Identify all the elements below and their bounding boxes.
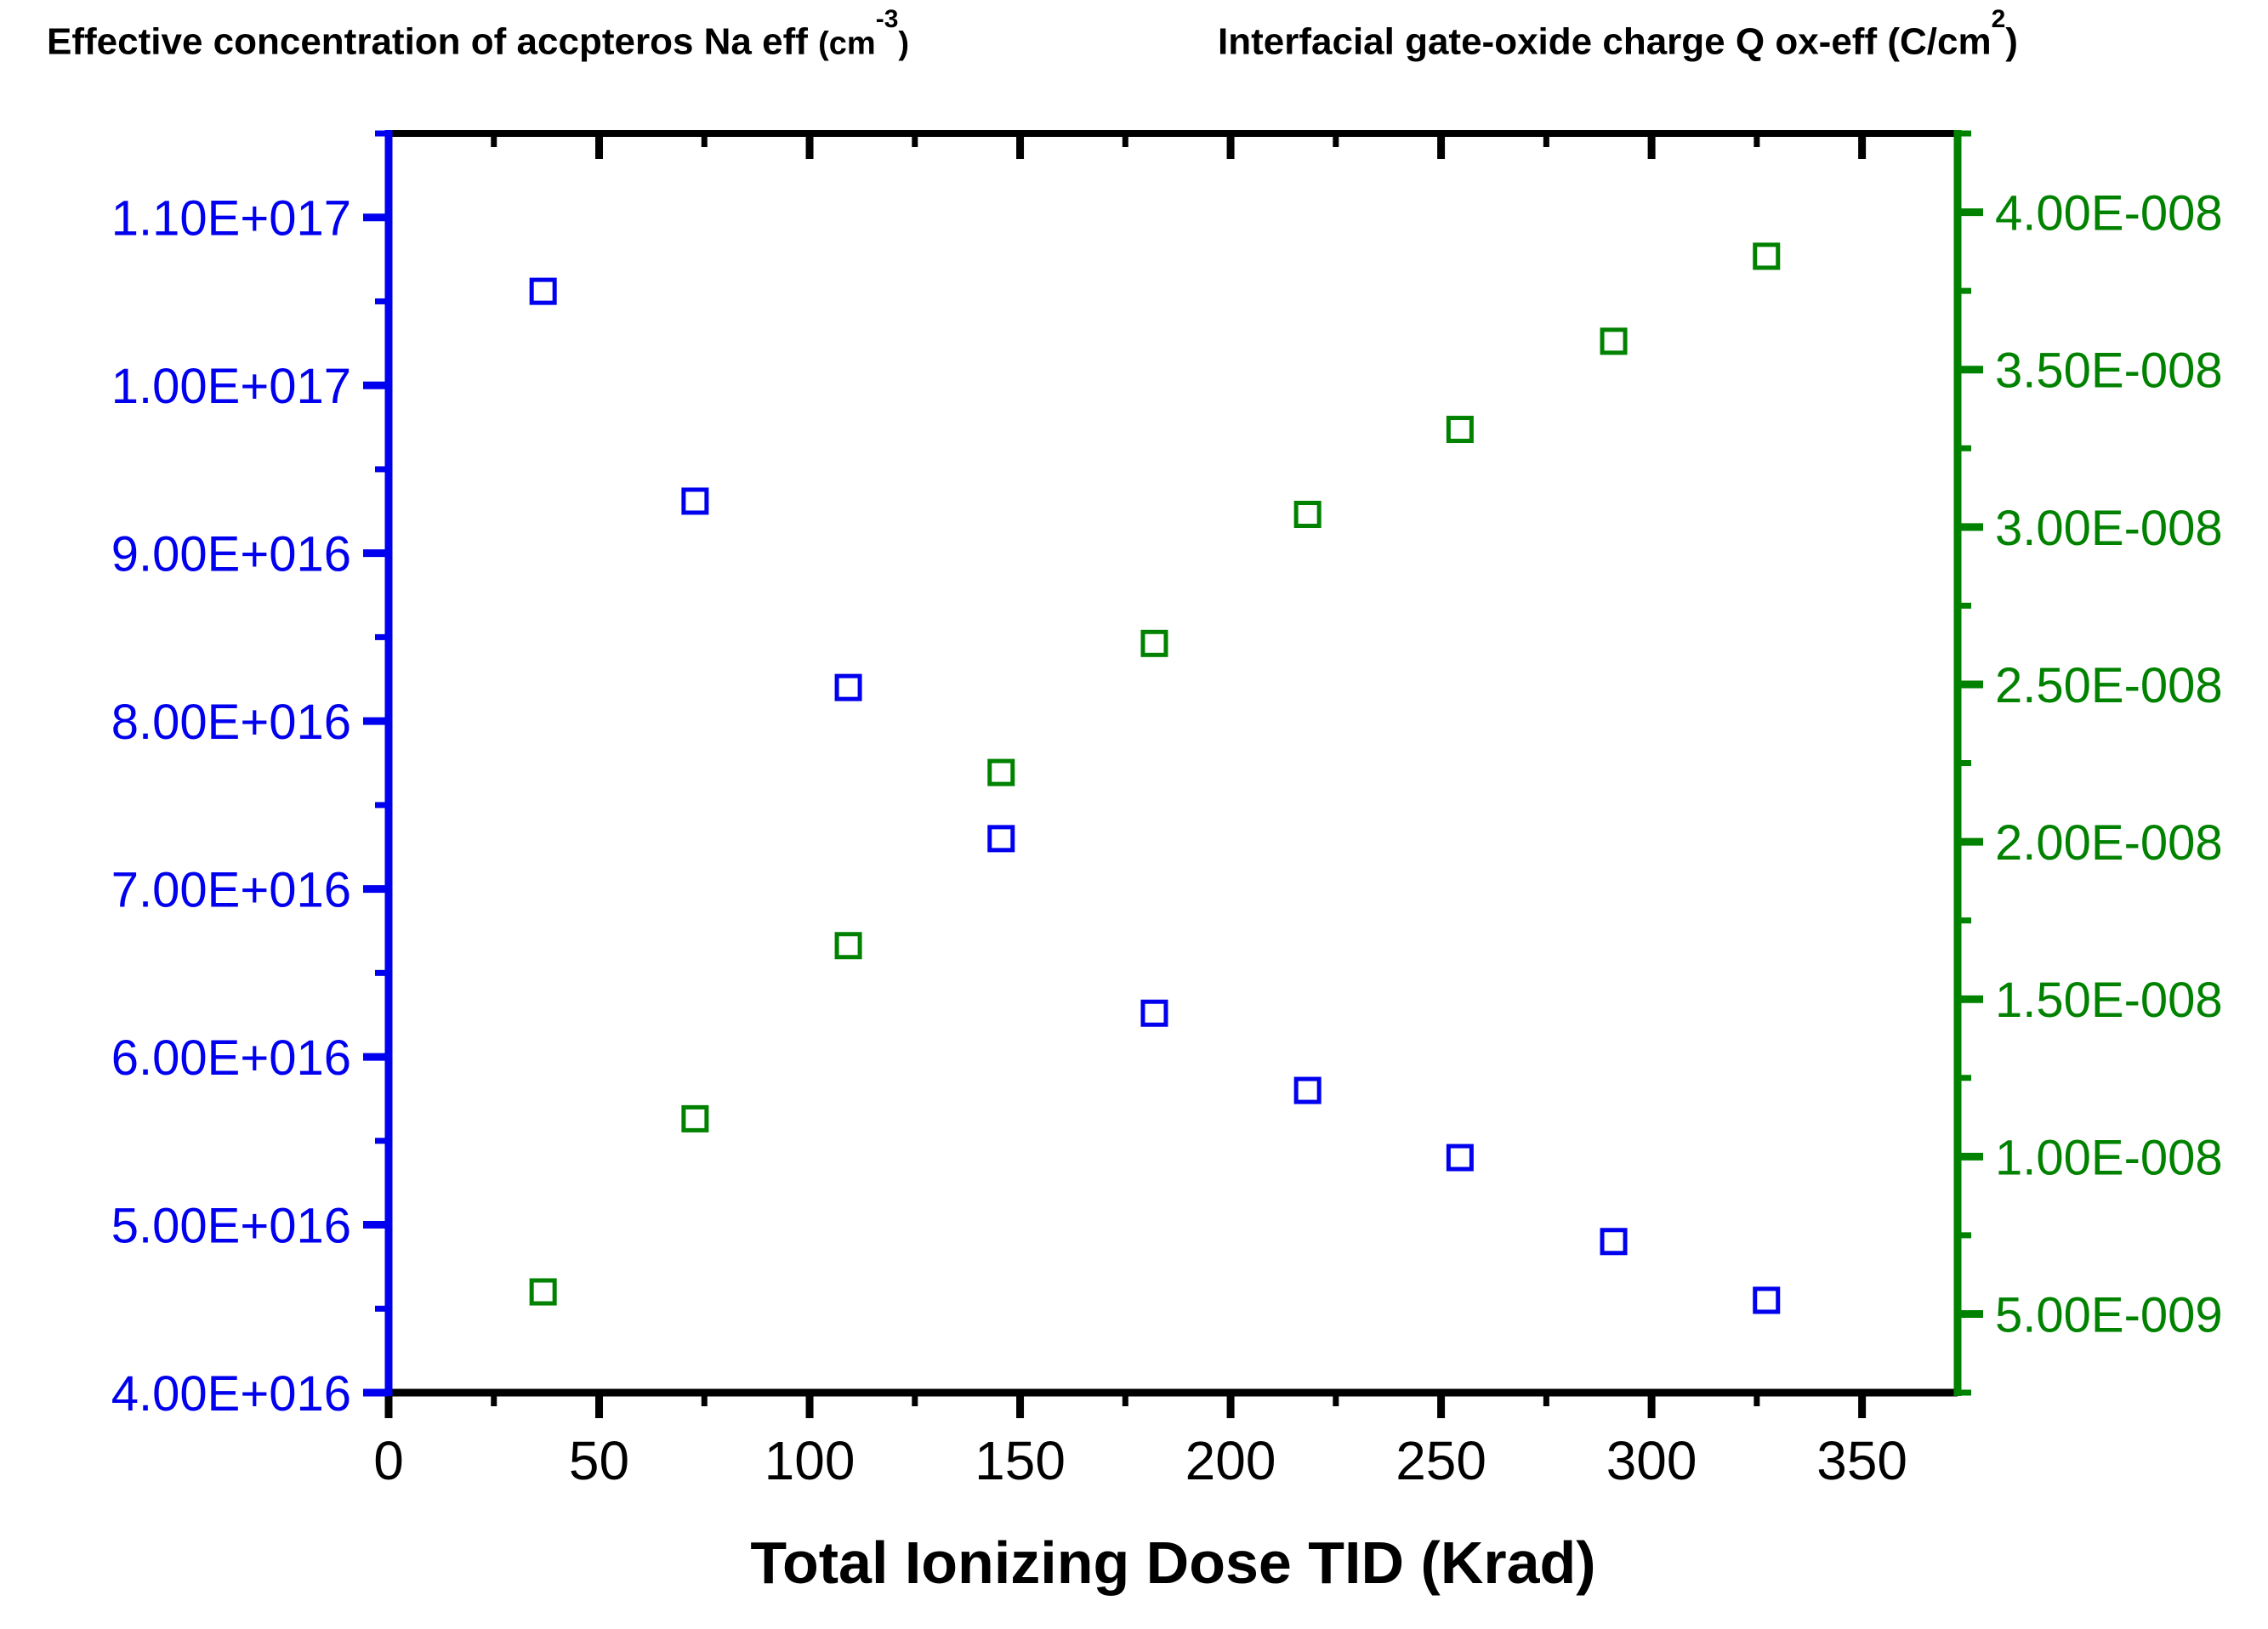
right-axis-title-superscript: 2 [1991,5,2006,33]
right-axis-title-close: ) [2005,20,2018,63]
data-point-na-eff [1293,1076,1322,1104]
data-point-q-ox-eff [987,758,1015,786]
left-tick-label: 7.00E+016 [111,863,351,918]
right-tick-label: 4.00E-008 [1995,186,2223,241]
x-tick-label: 250 [1395,1430,1486,1491]
data-point-q-ox-eff [1600,327,1628,355]
data-point-na-eff [1140,999,1168,1027]
right-axis-title: Interfacial gate-oxide charge Q ox-eff (… [1218,5,2018,64]
data-point-na-eff [1753,1286,1781,1314]
right-tick-label: 2.00E-008 [1995,815,2223,871]
right-tick-label: 2.50E-008 [1995,658,2223,713]
right-tick-label: 3.50E-008 [1995,343,2223,399]
data-point-na-eff [834,673,862,701]
left-tick-label: 8.00E+016 [111,695,351,750]
left-tick-label: 9.00E+016 [111,527,351,582]
left-axis-title-paren: (cm [818,26,876,62]
data-point-q-ox-eff [529,1278,557,1306]
data-point-na-eff [681,487,709,515]
data-point-q-ox-eff [1293,501,1322,529]
left-tick-label: 1.00E+017 [111,359,351,414]
left-axis-title-text: Effective concentration of accpteros Na … [47,20,819,63]
data-point-q-ox-eff [1140,629,1168,657]
data-point-na-eff [1600,1228,1628,1256]
right-tick-label: 5.00E-009 [1995,1287,2223,1342]
x-tick-label: 100 [765,1430,855,1491]
data-point-q-ox-eff [834,932,862,960]
left-tick-label: 6.00E+016 [111,1030,351,1086]
right-tick-label: 1.00E-008 [1995,1130,2223,1185]
x-tick-label: 350 [1816,1430,1907,1491]
data-point-q-ox-eff [1753,242,1781,270]
x-axis-title: Total Ionizing Dose TID (Krad) [750,1530,1596,1596]
right-axis-title-text: Interfacial gate-oxide charge Q ox-eff [1218,20,1888,63]
data-point-na-eff [1446,1144,1474,1172]
x-tick-label: 0 [373,1430,404,1491]
left-tick-label: 5.00E+016 [111,1199,351,1254]
x-tick-label: 150 [975,1430,1066,1491]
left-axis-title: Effective concentration of accpteros Na … [47,5,910,64]
left-tick-label: 4.00E+016 [111,1366,351,1422]
left-axis-title-superscript: -3 [875,5,899,33]
left-axis-title-close: ) [898,26,910,62]
x-tick-label: 50 [569,1430,629,1491]
data-point-q-ox-eff [1446,416,1474,444]
data-point-na-eff [987,825,1015,853]
data-point-q-ox-eff [681,1104,709,1132]
x-tick-label: 300 [1606,1430,1697,1491]
x-tick-label: 200 [1185,1430,1276,1491]
right-tick-label: 3.00E-008 [1995,501,2223,556]
right-tick-label: 1.50E-008 [1995,973,2223,1028]
right-axis-title-paren: (C/cm [1887,20,1992,63]
data-point-na-eff [529,277,557,305]
left-tick-label: 1.10E+017 [111,191,351,247]
